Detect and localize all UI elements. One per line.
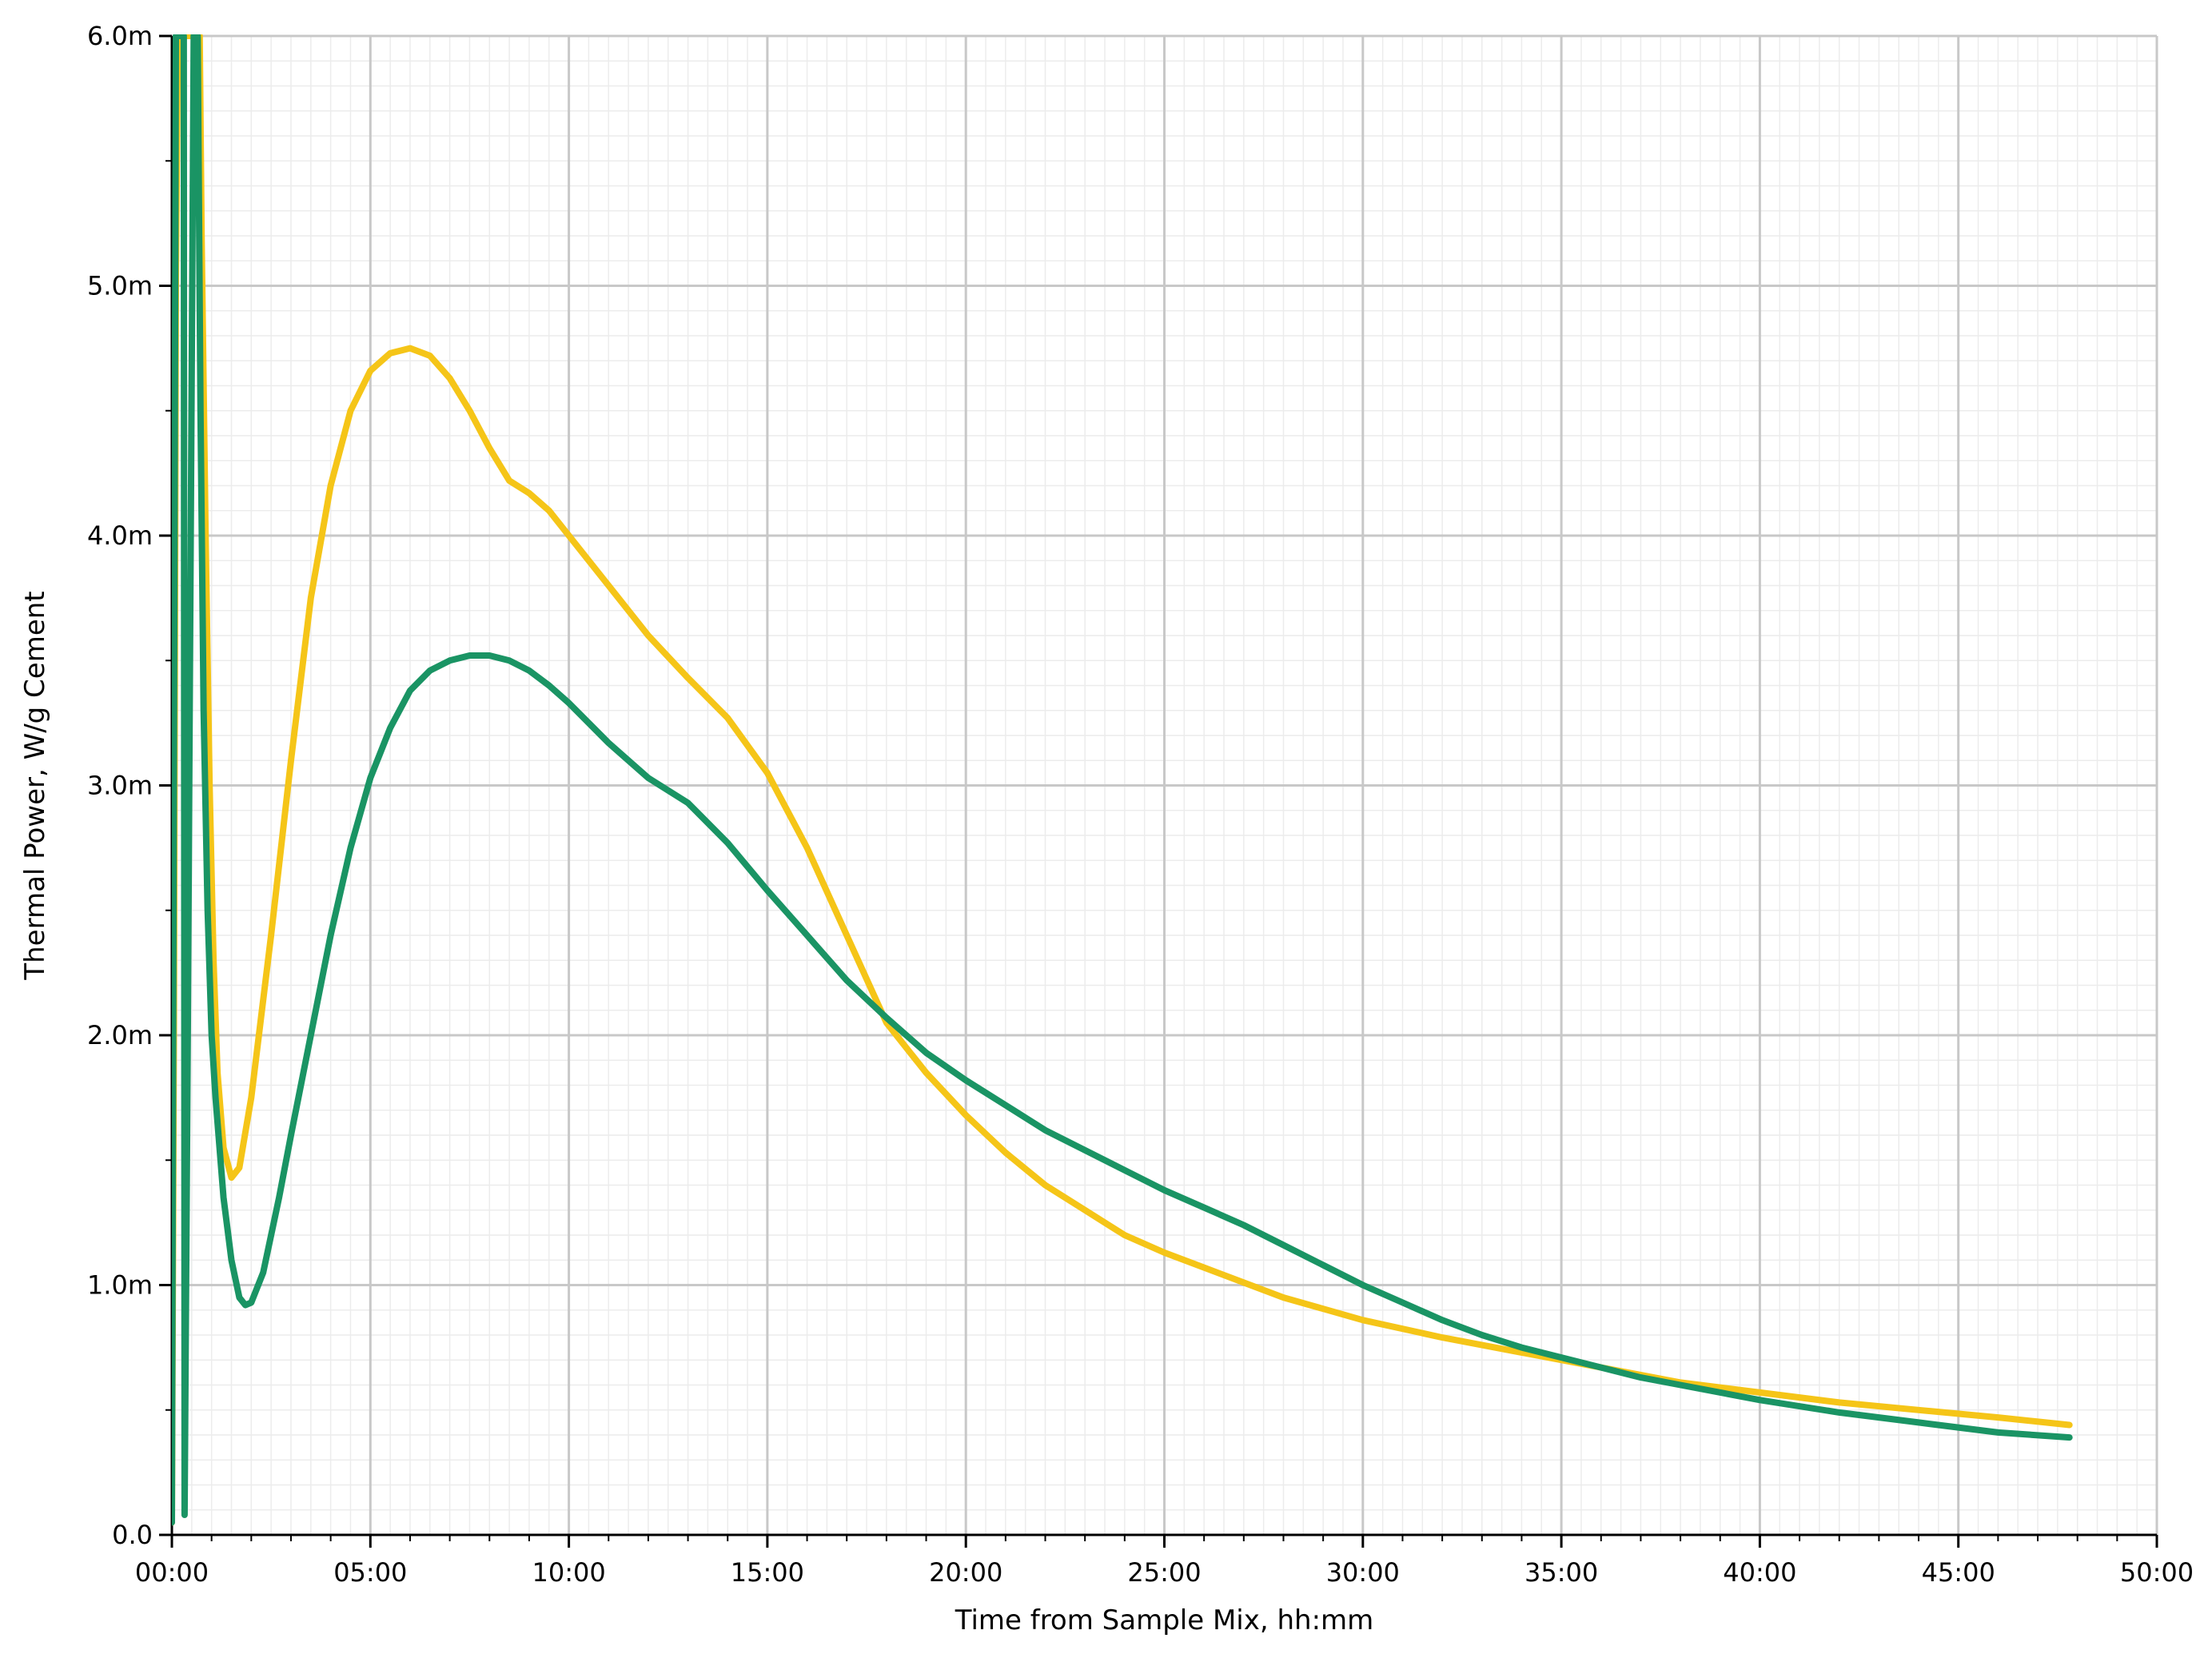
x-tick-label: 45:00 [1922,1557,1995,1588]
y-tick-label: 3.0m [87,771,153,801]
y-tick-labels: 0.0 1.0m 2.0m 3.0m 4.0m 5.0m 6.0m [87,21,153,1550]
x-tick-label: 40:00 [1723,1557,1796,1588]
series-layer [172,34,2073,1526]
y-tick-label: 5.0m [87,271,153,301]
x-tick-label: 20:00 [929,1557,1002,1588]
x-tick-label: 30:00 [1326,1557,1400,1588]
y-tick-label: 2.0m [87,1020,153,1050]
x-tick-label: 15:00 [731,1557,804,1588]
series-line-1 [172,34,2073,1526]
y-axis-title: Thermal Power, W/g Cement [19,591,51,980]
x-tick-labels: 00:00 05:00 10:00 15:00 20:00 25:00 30:00 35:00… [135,1557,2194,1588]
x-tick-label: 00:00 [135,1557,209,1588]
x-tick-label: 05:00 [333,1557,407,1588]
x-tick-label: 35:00 [1524,1557,1598,1588]
x-tick-label: 25:00 [1127,1557,1201,1588]
y-tick-label: 6.0m [87,21,153,51]
y-tick-label: 0.0 [112,1520,153,1550]
x-tick-label: 50:00 [2120,1557,2194,1588]
series-line-2 [172,34,2073,1526]
x-tick-label: 10:00 [532,1557,605,1588]
y-tick-label: 1.0m [87,1270,153,1301]
y-tick-label: 4.0m [87,520,153,551]
x-axis-title: Time from Sample Mix, hh:mm [955,1604,1374,1636]
